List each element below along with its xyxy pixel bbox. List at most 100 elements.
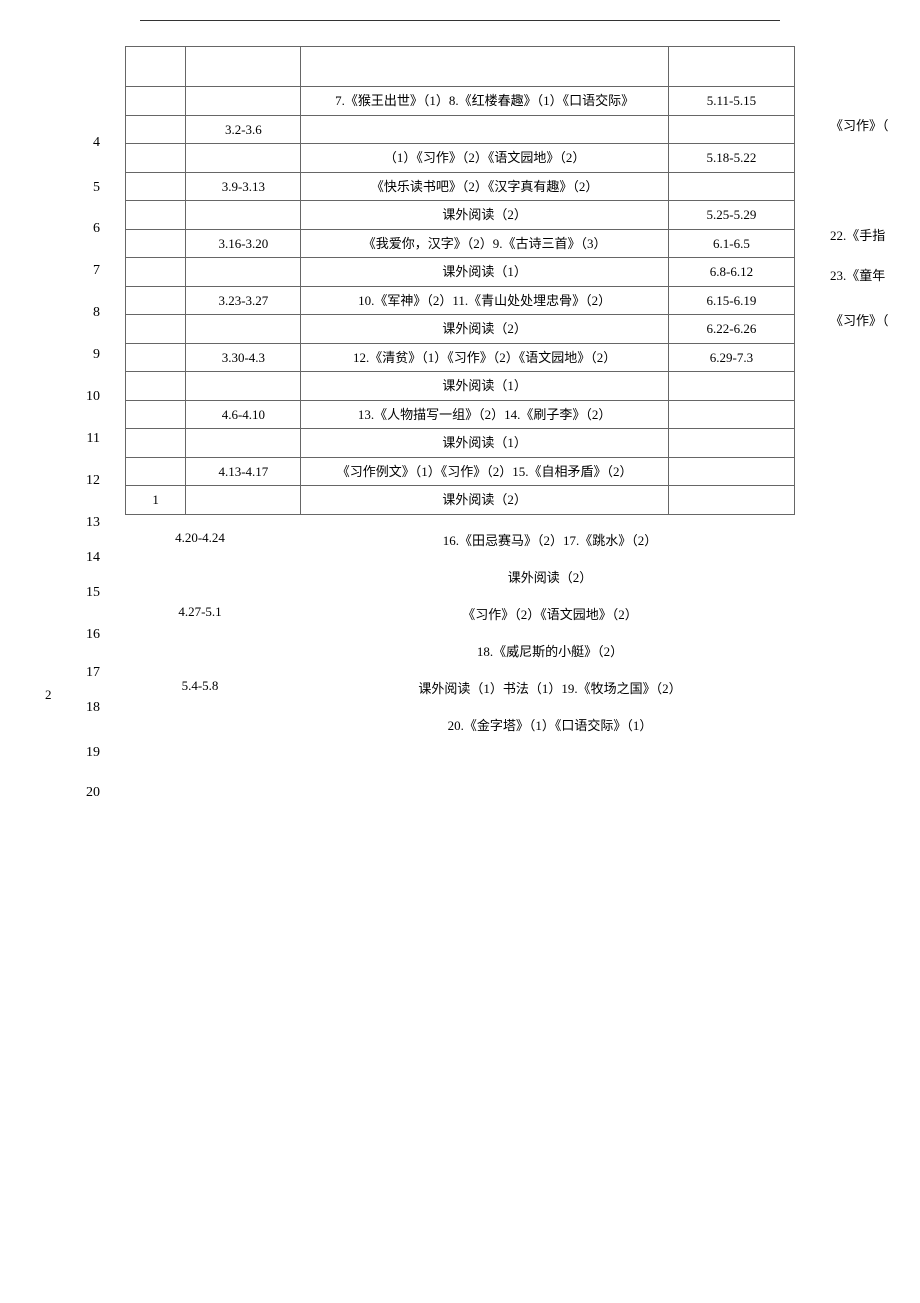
table-cell [126, 47, 186, 87]
table-row: 1 课外阅读（2） [126, 486, 795, 515]
content-cell: 课外阅读（2） [285, 567, 795, 586]
row-number: 14 [70, 550, 100, 566]
right-overflow-text: 22.《手指 [830, 225, 885, 244]
table-cell [186, 429, 301, 458]
row-number: 19 [70, 745, 100, 761]
table-cell [126, 115, 186, 144]
table-cell [126, 229, 186, 258]
content-cell: 课外阅读（1）书法（1）19.《牧场之国》（2） [285, 678, 795, 697]
below-row: 5.4-5.8课外阅读（1）书法（1）19.《牧场之国》（2） [125, 678, 795, 697]
table-row: 课外阅读（1） [126, 372, 795, 401]
label-2: 2 [45, 687, 52, 703]
table-cell [186, 372, 301, 401]
table-row: （1）《习作》（2）《语文园地》（2）5.18-5.22 [126, 144, 795, 173]
table-cell [301, 47, 668, 87]
row-number: 15 [70, 585, 100, 601]
row-number: 5 [70, 180, 100, 196]
row-number: 18 [70, 700, 100, 716]
table-cell: 1 [126, 486, 186, 515]
table-cell: 课外阅读（2） [301, 315, 668, 344]
date-cell [125, 715, 285, 734]
table-row: 3.9-3.13《快乐读书吧》（2）《汉字真有趣》（2） [126, 172, 795, 201]
table-cell: 12.《清贫》（1）《习作》（2）《语文园地》（2） [301, 343, 668, 372]
below-row: 4.20-4.2416.《田忌赛马》（2）17.《跳水》（2） [125, 530, 795, 549]
table-cell: 4.13-4.17 [186, 457, 301, 486]
row-number: 17 [70, 665, 100, 681]
date-cell [125, 567, 285, 586]
schedule-table: 7.《猴王出世》（1）8.《红楼春趣》（1）《口语交际》5.11-5.153.2… [125, 46, 795, 515]
table-cell: 课外阅读（2） [301, 486, 668, 515]
content-cell: 《习作》（2）《语文园地》（2） [285, 604, 795, 623]
table-cell: 10.《军神》（2）11.《青山处处埋忠骨》（2） [301, 286, 668, 315]
table-row [126, 47, 795, 87]
table-cell: 课外阅读（1） [301, 258, 668, 287]
table-cell [301, 115, 668, 144]
table-cell [126, 315, 186, 344]
table-cell [668, 429, 794, 458]
content-cell: 16.《田忌赛马》（2）17.《跳水》（2） [285, 530, 795, 549]
table-cell [126, 343, 186, 372]
table-row: 7.《猴王出世》（1）8.《红楼春趣》（1）《口语交际》5.11-5.15 [126, 87, 795, 116]
table-cell [186, 144, 301, 173]
table-cell [186, 201, 301, 230]
row-number: 8 [70, 305, 100, 321]
table-row: 课外阅读（2）6.22-6.26 [126, 315, 795, 344]
below-row: 4.27-5.1《习作》（2）《语文园地》（2） [125, 604, 795, 623]
table-cell: 3.16-3.20 [186, 229, 301, 258]
row-number: 6 [70, 221, 100, 237]
table-cell: 课外阅读（2） [301, 201, 668, 230]
content-cell: 18.《威尼斯的小艇》（2） [285, 641, 795, 660]
table-cell [126, 172, 186, 201]
table-cell: （1）《习作》（2）《语文园地》（2） [301, 144, 668, 173]
table-cell: 3.2-3.6 [186, 115, 301, 144]
row-number: 4 [70, 135, 100, 151]
table-cell: 3.23-3.27 [186, 286, 301, 315]
table-cell: 5.18-5.22 [668, 144, 794, 173]
below-row: 18.《威尼斯的小艇》（2） [125, 641, 795, 660]
table-cell [668, 115, 794, 144]
table-row: 3.23-3.2710.《军神》（2）11.《青山处处埋忠骨》（2）6.15-6… [126, 286, 795, 315]
row-number: 7 [70, 263, 100, 279]
row-number: 16 [70, 627, 100, 643]
table-cell: 《快乐读书吧》（2）《汉字真有趣》（2） [301, 172, 668, 201]
table-cell [668, 457, 794, 486]
table-row: 4.6-4.1013.《人物描写一组》（2）14.《刷子李》（2） [126, 400, 795, 429]
table-cell: 13.《人物描写一组》（2）14.《刷子李》（2） [301, 400, 668, 429]
top-rule [140, 20, 780, 21]
content-cell: 20.《金字塔》（1）《口语交际》（1） [285, 715, 795, 734]
schedule-table-wrap: 7.《猴王出世》（1）8.《红楼春趣》（1）《口语交际》5.11-5.153.2… [125, 46, 795, 515]
right-overflow-text: 《习作》（ [830, 310, 889, 329]
date-cell: 5.4-5.8 [125, 678, 285, 697]
table-cell: 3.30-4.3 [186, 343, 301, 372]
table-cell [126, 87, 186, 116]
right-overflow-text: 《习作》（ [830, 115, 889, 134]
row-number: 12 [70, 473, 100, 489]
table-cell: 《我爱你，汉字》（2）9.《古诗三首》（3） [301, 229, 668, 258]
table-cell [126, 144, 186, 173]
table-cell [186, 258, 301, 287]
table-cell [126, 258, 186, 287]
table-cell [668, 486, 794, 515]
table-cell: 6.1-6.5 [668, 229, 794, 258]
table-cell [186, 87, 301, 116]
table-cell [126, 286, 186, 315]
below-row: 课外阅读（2） [125, 567, 795, 586]
table-cell: 7.《猴王出世》（1）8.《红楼春趣》（1）《口语交际》 [301, 87, 668, 116]
table-cell [668, 372, 794, 401]
date-cell [125, 641, 285, 660]
table-cell [126, 457, 186, 486]
table-cell [126, 201, 186, 230]
table-cell [186, 486, 301, 515]
table-cell: 6.8-6.12 [668, 258, 794, 287]
table-cell [668, 400, 794, 429]
below-table-content: 4.20-4.2416.《田忌赛马》（2）17.《跳水》（2）课外阅读（2）4.… [125, 530, 795, 734]
table-cell [186, 47, 301, 87]
table-cell: 5.25-5.29 [668, 201, 794, 230]
table-row: 3.16-3.20《我爱你，汉字》（2）9.《古诗三首》（3）6.1-6.5 [126, 229, 795, 258]
row-number: 13 [70, 515, 100, 531]
table-cell: 6.15-6.19 [668, 286, 794, 315]
date-cell: 4.20-4.24 [125, 530, 285, 549]
row-number: 10 [70, 389, 100, 405]
table-cell [126, 372, 186, 401]
below-row: 20.《金字塔》（1）《口语交际》（1） [125, 715, 795, 734]
